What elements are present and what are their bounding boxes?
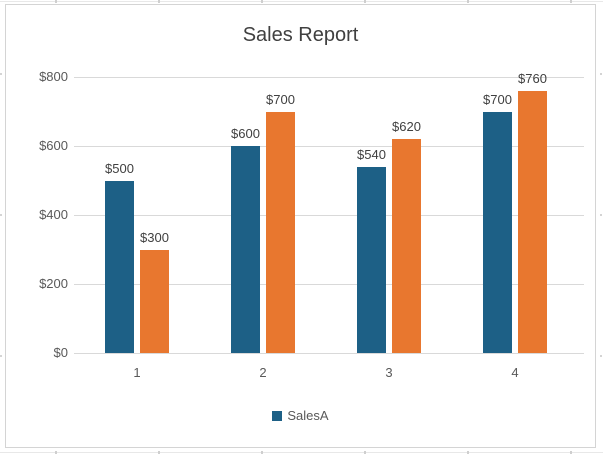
gridline xyxy=(74,146,584,147)
bar-value-label-s2-c2: $700 xyxy=(266,91,295,107)
legend-label: SalesA xyxy=(287,408,329,423)
bar-value-label-s1-c3: $540 xyxy=(357,146,386,162)
sheet-row-ticks xyxy=(0,0,2,454)
y-axis-tick-label: $200 xyxy=(39,276,68,291)
x-axis-category-label: 1 xyxy=(133,365,141,380)
bar-s1-c4[interactable] xyxy=(483,111,512,353)
x-axis-category-label: 3 xyxy=(385,365,393,380)
bar-s2-c2[interactable] xyxy=(266,111,295,353)
legend-item-salesa[interactable]: SalesA xyxy=(272,408,329,423)
bar-s1-c1[interactable] xyxy=(105,180,134,353)
sheet-row-ticks xyxy=(600,0,602,454)
bar-s1-c3[interactable] xyxy=(357,166,386,353)
bar-value-label-s1-c4: $700 xyxy=(483,91,512,107)
legend[interactable]: SalesA xyxy=(6,408,595,423)
x-axis-category-label: 4 xyxy=(511,365,519,380)
y-axis-tick-label: $800 xyxy=(39,69,68,84)
chart-object[interactable]: Sales Report $500 $300 $600 $700 $540 $620 $70… xyxy=(5,4,596,448)
sheet-column-ticks xyxy=(0,451,603,454)
y-axis-tick-label: $400 xyxy=(39,207,68,222)
x-axis-category-label: 2 xyxy=(259,365,267,380)
bar-s2-c3[interactable] xyxy=(392,139,421,353)
chart-title[interactable]: Sales Report xyxy=(242,24,359,46)
bar-s2-c4[interactable] xyxy=(518,90,547,353)
bar-s2-c1[interactable] xyxy=(140,249,169,353)
bar-value-label-s2-c4: $760 xyxy=(518,70,547,86)
bar-value-label-s2-c3: $620 xyxy=(392,119,421,135)
gridline xyxy=(74,284,584,285)
bar-value-label-s1-c1: $500 xyxy=(105,160,134,176)
gridline xyxy=(74,353,584,354)
bar-value-label-s1-c2: $600 xyxy=(231,126,260,141)
gridline xyxy=(74,215,584,216)
gridline xyxy=(74,77,584,78)
bar-s1-c2[interactable] xyxy=(231,146,260,353)
sheet-column-ticks xyxy=(0,0,603,3)
y-axis-tick-label: $0 xyxy=(53,345,68,360)
legend-marker-swatch xyxy=(272,410,283,421)
y-axis-tick-label: $600 xyxy=(39,138,68,153)
bar-value-label-s2-c1: $300 xyxy=(140,229,169,245)
